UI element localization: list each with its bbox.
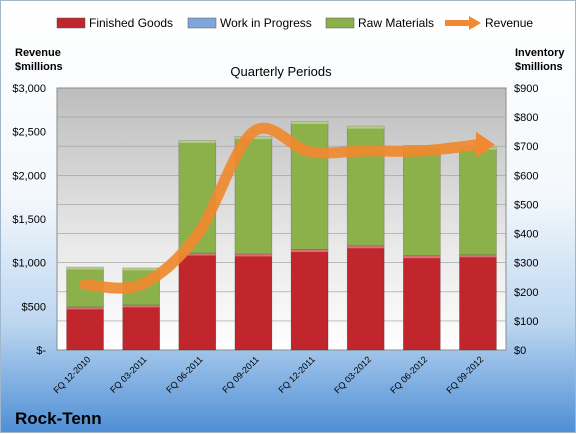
- revenue-point: [84, 283, 87, 286]
- left-tick-label: $2,500: [12, 127, 46, 139]
- bar-highlight: [66, 306, 104, 310]
- left-tick-label: $1,000: [12, 258, 46, 270]
- x-tick-label: FQ 03-2012: [332, 354, 373, 395]
- bar-finished-goods: [459, 254, 497, 351]
- right-tick-label: $800: [514, 112, 538, 124]
- revenue-point: [476, 143, 479, 146]
- bar-highlight: [66, 267, 104, 270]
- bar-finished-goods: [234, 253, 273, 351]
- left-axis-title-line2: $millions: [15, 61, 63, 73]
- left-tick-label: $500: [22, 301, 46, 313]
- x-tick-label: FQ 06-2011: [164, 354, 205, 395]
- bar-finished-goods: [346, 245, 385, 351]
- bar-finished-goods: [178, 252, 217, 351]
- legend-swatch-raw-materials: [325, 17, 355, 29]
- bar-highlight: [122, 267, 160, 271]
- left-axis-ticks: $- $500 $1,000 $1,500 $2,000 $2,500 $3,000: [12, 83, 46, 357]
- legend-swatch-work-in-progress: [187, 17, 217, 29]
- bar-raw-materials: [346, 125, 385, 247]
- revenue-line-path: [79, 122, 484, 294]
- revenue-point: [196, 233, 199, 236]
- revenue-arrow-head: [475, 131, 495, 158]
- right-tick-label: $400: [514, 229, 538, 241]
- revenue-line: [79, 122, 495, 294]
- legend-swatch-finished-goods: [56, 17, 86, 29]
- bar-raw-materials: [459, 146, 497, 256]
- x-tick-label: FQ 12-2011: [276, 354, 317, 395]
- chart-subtitle: Quarterly Periods: [230, 64, 332, 79]
- bar-highlight: [459, 254, 497, 258]
- left-axis-title-line1: Revenue: [15, 47, 61, 59]
- right-tick-label: $500: [514, 199, 538, 211]
- bar-highlight: [291, 121, 329, 124]
- legend-arrow-revenue: [469, 16, 481, 30]
- legend-label-finished-goods: Finished Goods: [89, 16, 173, 30]
- legend-label-raw-materials: Raw Materials: [358, 16, 434, 30]
- x-tick-label: FQ 12-2010: [51, 354, 92, 395]
- right-tick-label: $900: [514, 83, 538, 95]
- bar-highlight: [347, 126, 385, 129]
- right-axis-title-line2: $millions: [515, 61, 563, 73]
- bar-highlight: [178, 253, 216, 256]
- legend-label-revenue: Revenue: [485, 16, 533, 30]
- bar-highlight: [291, 249, 329, 253]
- right-axis-title-line1: Inventory: [515, 47, 565, 59]
- legend-label-work-in-progress: Work in Progress: [220, 16, 312, 30]
- revenue-point: [364, 149, 367, 152]
- right-tick-label: $700: [514, 141, 538, 153]
- bar-highlight: [234, 253, 272, 257]
- brand-title: Rock-Tenn: [15, 409, 102, 428]
- bar-raw-materials: [403, 145, 441, 256]
- right-tick-label: $0: [514, 345, 526, 357]
- bar-highlight: [403, 255, 441, 259]
- left-tick-label: $2,000: [12, 170, 46, 182]
- left-tick-label: $1,500: [12, 214, 46, 226]
- x-tick-label: FQ 09-2012: [444, 354, 485, 395]
- right-tick-label: $100: [514, 316, 538, 328]
- bar-highlight: [178, 140, 216, 143]
- x-axis-ticks: FQ 12-2010 FQ 03-2011 FQ 06-2011 FQ 09-2011…: [51, 354, 485, 395]
- revenue-point: [308, 150, 311, 153]
- legend: Finished Goods Work in Progress Raw Mate…: [56, 16, 533, 30]
- bar-finished-goods: [66, 306, 104, 351]
- bar-finished-goods: [122, 304, 160, 351]
- revenue-point: [420, 149, 423, 152]
- bar-finished-goods: [403, 255, 441, 351]
- x-tick-label: FQ 03-2011: [108, 354, 149, 395]
- right-tick-label: $600: [514, 170, 538, 182]
- bar-highlight: [347, 245, 385, 249]
- bar-finished-goods: [290, 249, 329, 351]
- right-axis-ticks: $0 $100 $200 $300 $400 $500 $600 $700 $800 $900: [514, 83, 538, 357]
- left-tick-label: $3,000: [12, 83, 46, 95]
- x-tick-label: FQ 09-2011: [220, 354, 261, 395]
- right-tick-label: $200: [514, 287, 538, 299]
- revenue-point: [140, 283, 143, 286]
- revenue-point: [252, 130, 255, 133]
- left-tick-label: $-: [36, 345, 46, 357]
- bars: [66, 121, 497, 351]
- bar-highlight: [122, 304, 160, 308]
- right-tick-label: $300: [514, 258, 538, 270]
- x-tick-label: FQ 06-2012: [388, 354, 429, 395]
